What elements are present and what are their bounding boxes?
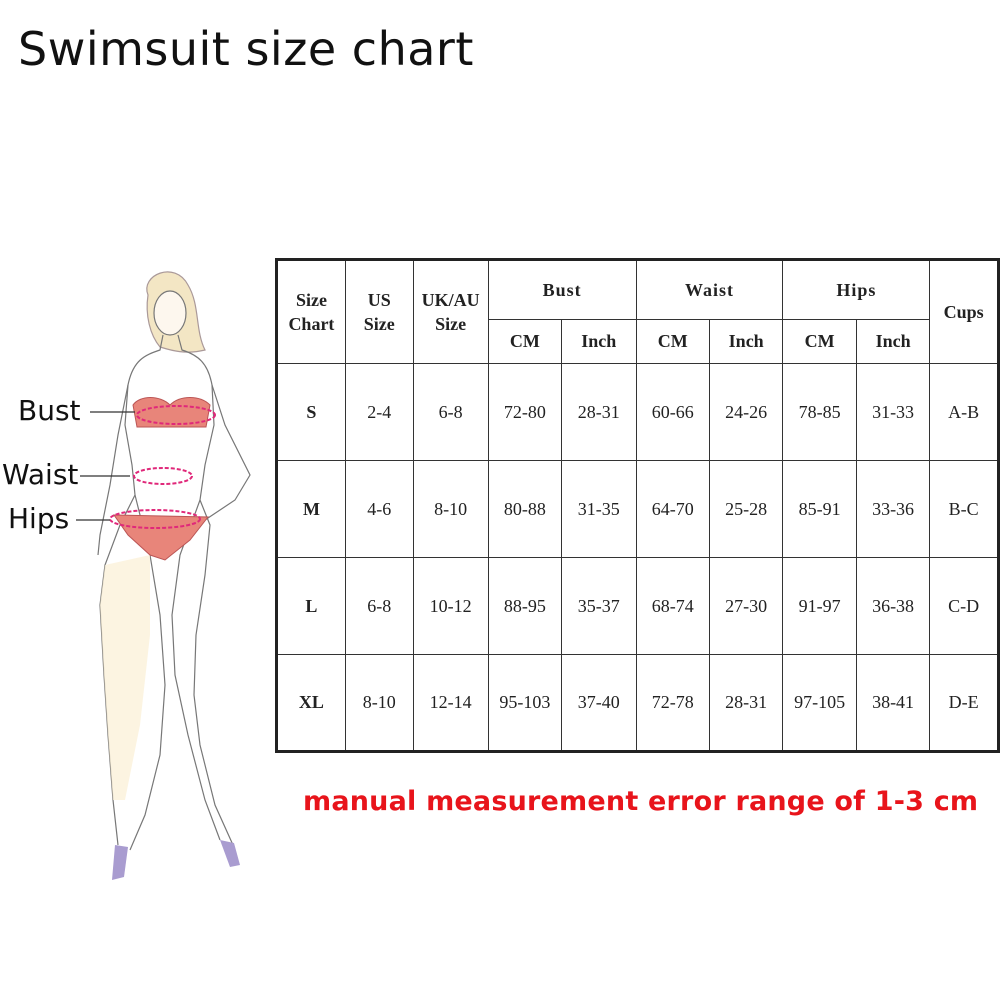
bust-cm-cell: 72-80 — [487, 363, 563, 461]
bust-inch-cell: 31-35 — [561, 460, 637, 558]
body-measurement-illustration — [76, 271, 251, 880]
header-waist: Waist — [635, 259, 784, 320]
cups-cell: A-B — [929, 363, 999, 461]
table-row: M 4-6 8-10 80-88 31-35 64-70 25-28 85-91… — [276, 460, 999, 558]
table-row: S 2-4 6-8 72-80 28-31 60-66 24-26 78-85 … — [276, 363, 999, 461]
hips-cm-cell: 91-97 — [782, 557, 857, 655]
uk-au-size-cell: 6-8 — [412, 363, 489, 461]
bust-inch-cell: 28-31 — [561, 363, 637, 461]
us-size-cell: 8-10 — [344, 654, 414, 752]
cups-cell: D-E — [929, 654, 999, 752]
uk-au-size-cell: 10-12 — [412, 557, 489, 655]
waist-cm-cell: 68-74 — [635, 557, 710, 655]
hips-label: Hips — [8, 502, 70, 535]
waist-inch-cell: 27-30 — [708, 557, 784, 655]
page-title: Swimsuit size chart — [18, 22, 474, 76]
table-row: XL 8-10 12-14 95-103 37-40 72-78 28-31 9… — [276, 654, 999, 752]
waist-cm-cell: 60-66 — [635, 363, 710, 461]
header-us-size: US Size — [344, 259, 414, 364]
hips-inch-cell: 36-38 — [855, 557, 931, 655]
bust-inch-cell: 37-40 — [561, 654, 637, 752]
header-hips-inch: Inch — [855, 319, 931, 364]
header-bust: Bust — [487, 259, 637, 320]
us-size-cell: 6-8 — [344, 557, 414, 655]
hips-cm-cell: 78-85 — [782, 363, 857, 461]
header-row-groups: Size Chart US Size UK/AU Size Bust Waist… — [276, 259, 999, 364]
hips-inch-cell: 33-36 — [855, 460, 931, 558]
us-size-cell: 4-6 — [344, 460, 414, 558]
size-cell: M — [276, 460, 346, 558]
hips-inch-cell: 38-41 — [855, 654, 931, 752]
header-bust-inch: Inch — [561, 319, 637, 364]
bust-cm-cell: 80-88 — [487, 460, 563, 558]
header-hips-cm: CM — [782, 319, 857, 364]
bust-label: Bust — [18, 394, 81, 427]
header-waist-cm: CM — [635, 319, 710, 364]
size-cell: L — [276, 557, 346, 655]
size-cell: XL — [276, 654, 346, 752]
header-cups: Cups — [929, 259, 999, 364]
waist-cm-cell: 64-70 — [635, 460, 710, 558]
header-hips: Hips — [782, 259, 931, 320]
bust-cm-cell: 95-103 — [487, 654, 563, 752]
cups-cell: C-D — [929, 557, 999, 655]
uk-au-size-cell: 12-14 — [412, 654, 489, 752]
waist-inch-cell: 24-26 — [708, 363, 784, 461]
table-row: L 6-8 10-12 88-95 35-37 68-74 27-30 91-9… — [276, 557, 999, 655]
header-uk-au-size: UK/AU Size — [412, 259, 489, 364]
header-size-chart: Size Chart — [276, 259, 346, 364]
waist-inch-cell: 25-28 — [708, 460, 784, 558]
waist-inch-cell: 28-31 — [708, 654, 784, 752]
measurement-error-note: manual measurement error range of 1-3 cm — [303, 786, 979, 817]
header-waist-inch: Inch — [708, 319, 784, 364]
bust-inch-cell: 35-37 — [561, 557, 637, 655]
waist-measure-line — [133, 467, 193, 485]
hips-inch-cell: 31-33 — [855, 363, 931, 461]
size-cell: S — [276, 363, 346, 461]
header-bust-cm: CM — [487, 319, 563, 364]
size-chart-table: Size Chart US Size UK/AU Size Bust Waist… — [275, 258, 1000, 753]
waist-cm-cell: 72-78 — [635, 654, 710, 752]
cups-cell: B-C — [929, 460, 999, 558]
bust-cm-cell: 88-95 — [487, 557, 563, 655]
uk-au-size-cell: 8-10 — [412, 460, 489, 558]
hips-cm-cell: 85-91 — [782, 460, 857, 558]
hips-measure-line — [109, 509, 201, 529]
hips-cm-cell: 97-105 — [782, 654, 857, 752]
waist-label: Waist — [2, 458, 79, 491]
us-size-cell: 2-4 — [344, 363, 414, 461]
bust-measure-line — [136, 405, 216, 425]
